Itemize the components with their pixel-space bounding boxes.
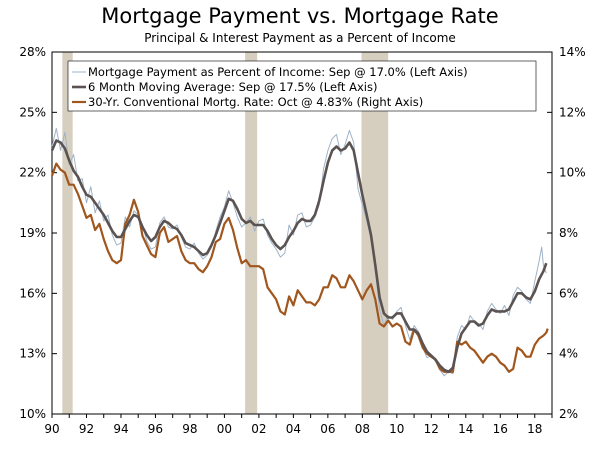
x-tick-label: 94 [113, 422, 128, 436]
x-tick-label: 06 [320, 422, 335, 436]
left-tick-label: 10% [19, 407, 46, 421]
x-axis: 90 92 94 96 98 00 02 04 06 08 10 12 14 16 18 [44, 414, 553, 436]
recession-band [245, 52, 258, 414]
right-tick-label: 14% [559, 45, 586, 59]
x-tick-label: 04 [286, 422, 301, 436]
x-tick-label: 90 [44, 422, 59, 436]
x-tick-label: 02 [251, 422, 266, 436]
left-tick-label: 25% [19, 105, 46, 119]
left-tick-label: 16% [19, 286, 46, 300]
x-tick-label: 96 [148, 422, 163, 436]
legend-entry: 6 Month Moving Average: Sep @ 17.5% (Lef… [88, 80, 377, 94]
left-tick-label: 13% [19, 347, 46, 361]
right-tick-label: 6% [559, 286, 578, 300]
left-tick-label: 22% [19, 166, 46, 180]
x-tick-label: 92 [79, 422, 94, 436]
legend-entry: 30-Yr. Conventional Mortg. Rate: Oct @ 4… [88, 95, 423, 109]
right-tick-label: 12% [559, 105, 586, 119]
x-tick-label: 00 [217, 422, 232, 436]
x-tick-label: 14 [458, 422, 473, 436]
series-line-1 [51, 127, 547, 377]
series-lines [50, 127, 549, 377]
right-tick-label: 2% [559, 407, 578, 421]
x-tick-label: 10 [389, 422, 404, 436]
right-tick-label: 10% [559, 166, 586, 180]
recession-band [62, 52, 73, 414]
left-axis: 10% 13% 16% 19% 22% 25% 28% [19, 45, 57, 421]
right-tick-label: 8% [559, 226, 578, 240]
chart-subtitle: Principal & Interest Payment as a Percen… [144, 31, 456, 45]
legend: Mortgage Payment as Percent of Income: S… [67, 60, 537, 112]
recession-bands [62, 52, 389, 414]
chart-title: Mortgage Payment vs. Mortgage Rate [101, 4, 499, 28]
right-tick-label: 4% [559, 347, 578, 361]
left-tick-label: 28% [19, 45, 46, 59]
left-tick-label: 19% [19, 226, 46, 240]
recession-band [361, 52, 389, 414]
right-axis: 2% 4% 6% 8% 10% 12% 14% [547, 45, 586, 421]
x-tick-label: 18 [527, 422, 542, 436]
x-tick-label: 98 [182, 422, 197, 436]
x-tick-label: 16 [493, 422, 508, 436]
series-line-3 [50, 162, 549, 373]
x-tick-label: 12 [424, 422, 439, 436]
x-tick-label: 08 [355, 422, 370, 436]
legend-box [67, 60, 537, 112]
series-line-2 [50, 139, 548, 374]
legend-entry: Mortgage Payment as Percent of Income: S… [88, 65, 468, 79]
